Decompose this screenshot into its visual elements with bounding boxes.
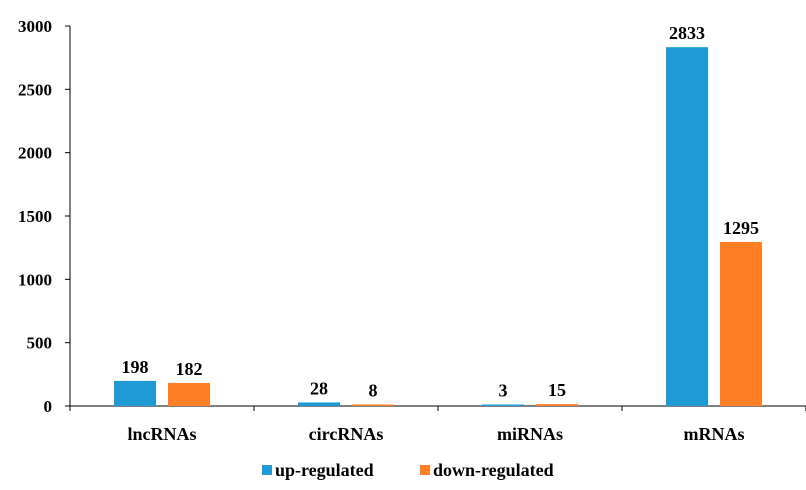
bar-lncRNAs-up-regulated (114, 380, 156, 406)
bar-miRNAs-down-regulated (536, 404, 578, 406)
legend-label-up-regulated: up-regulated (275, 460, 374, 480)
bar-circRNAs-up-regulated (298, 402, 340, 406)
data-label-mRNAs-down-regulated: 1295 (723, 218, 759, 238)
y-tick-label: 0 (44, 397, 53, 416)
y-tick-label: 3000 (18, 17, 52, 36)
legend-label-down-regulated: down-regulated (433, 460, 554, 480)
data-labels: 198 182 28 8 3 15 2833 1295 (122, 23, 760, 400)
bars (114, 47, 762, 407)
legend: up-regulated down-regulated (262, 460, 554, 480)
y-tick-label: 500 (27, 334, 53, 353)
bar-lncRNAs-down-regulated (168, 382, 210, 406)
legend-swatch-up-regulated (262, 465, 272, 475)
bar-mRNAs-down-regulated (720, 241, 762, 406)
data-label-mRNAs-up-regulated: 2833 (669, 23, 705, 43)
bar-mRNAs-up-regulated (666, 47, 708, 407)
x-category-label: mRNAs (684, 424, 745, 444)
y-tick-label: 1500 (18, 207, 52, 226)
data-label-miRNAs-up-regulated: 3 (499, 381, 508, 401)
data-label-lncRNAs-up-regulated: 198 (122, 357, 149, 377)
y-axis-ticks: 0 500 1000 1500 2000 2500 3000 (18, 17, 70, 416)
legend-swatch-down-regulated (420, 465, 430, 475)
data-label-lncRNAs-down-regulated: 182 (176, 359, 203, 379)
y-tick-label: 2000 (18, 144, 52, 163)
data-label-circRNAs-down-regulated: 8 (369, 381, 378, 401)
y-tick-label: 1000 (18, 270, 52, 289)
y-tick-label: 2500 (18, 80, 52, 99)
x-category-label: lncRNAs (127, 424, 196, 444)
x-axis-categories: lncRNAs circRNAs miRNAs mRNAs (127, 424, 744, 444)
bar-miRNAs-up-regulated (482, 404, 524, 406)
data-label-circRNAs-up-regulated: 28 (310, 378, 328, 398)
data-label-miRNAs-down-regulated: 15 (548, 380, 566, 400)
x-category-label: miRNAs (497, 424, 563, 444)
x-category-label: circRNAs (309, 424, 384, 444)
bar-circRNAs-down-regulated (352, 404, 394, 406)
